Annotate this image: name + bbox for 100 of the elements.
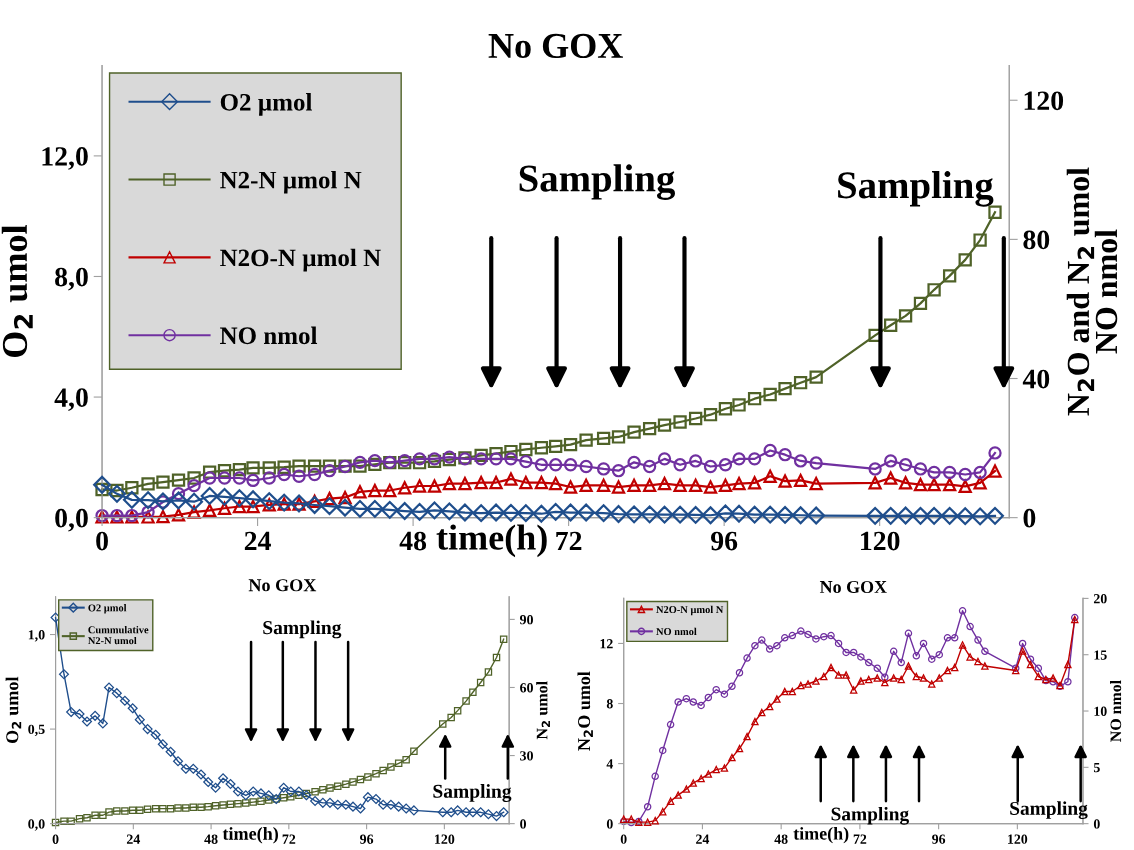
point <box>58 669 70 680</box>
point <box>362 792 373 803</box>
point <box>611 430 626 444</box>
point <box>474 475 488 490</box>
point <box>688 411 703 426</box>
point <box>971 507 990 526</box>
point <box>579 433 593 447</box>
point <box>1018 639 1027 648</box>
point <box>383 483 397 498</box>
point <box>904 662 913 670</box>
y2-axis-title: N$_{2}$ umol <box>536 681 550 740</box>
y2-tick-label: 10 <box>1094 706 1107 716</box>
point <box>187 471 201 485</box>
point <box>401 803 412 814</box>
point <box>295 791 303 800</box>
point <box>187 505 201 519</box>
point <box>897 658 905 667</box>
point <box>793 376 808 390</box>
point <box>881 678 889 687</box>
point <box>278 782 289 793</box>
x-axis-title: time(h) <box>222 827 278 844</box>
point <box>701 506 720 525</box>
point <box>472 504 491 523</box>
point <box>246 473 260 488</box>
point <box>943 634 952 642</box>
point <box>307 459 322 473</box>
point <box>703 408 718 422</box>
point <box>763 443 777 458</box>
point <box>1064 660 1072 669</box>
y-tick-label: 12 <box>600 639 613 649</box>
point <box>67 817 75 825</box>
x-tick-label: 72 <box>556 531 582 551</box>
point <box>809 476 823 491</box>
point <box>504 452 518 466</box>
y-tick-label: 0 <box>606 819 613 829</box>
point <box>349 778 357 786</box>
point <box>596 431 611 446</box>
point <box>334 782 342 790</box>
point <box>896 506 915 525</box>
point <box>370 794 382 805</box>
point <box>97 718 108 729</box>
y2-tick-label: 90 <box>519 614 533 625</box>
point <box>674 791 682 799</box>
point <box>174 804 182 812</box>
point <box>834 639 843 648</box>
point <box>548 439 563 454</box>
point <box>889 674 898 682</box>
point <box>857 653 865 661</box>
point <box>804 680 812 688</box>
point <box>812 635 820 643</box>
point <box>866 506 885 525</box>
point <box>703 459 718 474</box>
point <box>1026 660 1035 669</box>
point <box>427 479 442 493</box>
chart-title: No GOX <box>248 579 317 592</box>
point <box>491 811 502 822</box>
point <box>682 694 691 703</box>
point <box>935 674 944 682</box>
point <box>804 630 812 639</box>
point <box>74 708 85 720</box>
point <box>305 496 324 514</box>
point <box>108 484 126 503</box>
point <box>340 799 351 810</box>
x-axis-title: time(h) <box>436 524 547 558</box>
point <box>187 478 201 493</box>
point <box>125 481 139 495</box>
point <box>788 687 797 696</box>
point <box>307 467 322 482</box>
y2-tick-label: 60 <box>520 683 533 693</box>
point <box>249 798 257 806</box>
y-axis-title: O$_{2}$ umol <box>5 676 22 743</box>
point <box>884 454 898 468</box>
point <box>925 506 944 525</box>
point <box>353 459 367 473</box>
point <box>534 441 549 455</box>
point <box>958 253 972 267</box>
point <box>697 701 705 710</box>
point <box>912 652 921 660</box>
point <box>913 296 928 311</box>
point <box>778 381 792 396</box>
point <box>320 497 339 516</box>
point <box>981 647 989 656</box>
point <box>1049 674 1057 682</box>
point <box>217 471 232 485</box>
x-tick-label: 120 <box>861 531 900 551</box>
point <box>927 283 941 297</box>
point <box>793 473 808 488</box>
point <box>703 480 718 494</box>
x-tick-label: 48 <box>774 834 788 844</box>
point <box>873 664 882 672</box>
point <box>230 489 249 508</box>
point <box>219 801 227 809</box>
point <box>157 739 168 750</box>
point <box>751 717 759 726</box>
point <box>326 784 334 792</box>
point <box>797 627 805 635</box>
point <box>1064 677 1072 686</box>
point <box>743 654 751 662</box>
point <box>262 461 276 475</box>
point <box>151 804 160 813</box>
